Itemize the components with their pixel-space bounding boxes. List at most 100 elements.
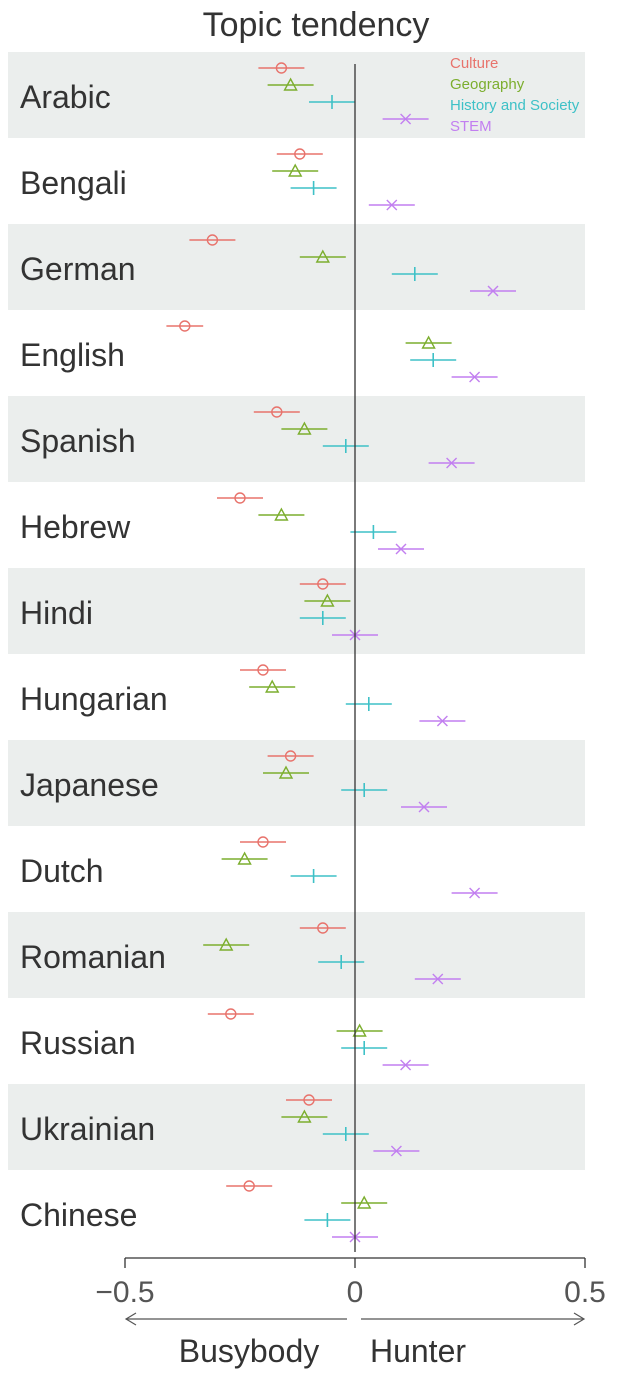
language-label-japanese: Japanese [20, 767, 159, 803]
point-geography-hebrew [258, 507, 305, 521]
language-label-english: English [20, 337, 125, 373]
marker-circle [179, 320, 191, 332]
marker-triangle [265, 679, 280, 693]
point-culture-hebrew [217, 492, 263, 504]
point-geography-hungarian [249, 679, 296, 693]
point-history-and-society-arabic [309, 95, 355, 109]
marker-circle [234, 492, 246, 504]
marker-circle [257, 664, 269, 676]
x-axis: −0.5 0 0.5 [95, 1257, 606, 1326]
point-geography-chinese [341, 1195, 388, 1209]
marker-x [432, 973, 444, 985]
legend-entry-stem: STEM [450, 118, 492, 135]
point-culture-dutch [240, 836, 286, 848]
marker-triangle [352, 1023, 367, 1037]
language-label-hindi: Hindi [20, 595, 93, 631]
marker-x [390, 1145, 402, 1157]
row-band-arabic [8, 52, 585, 138]
point-geography-german [299, 249, 346, 263]
point-stem-bengali [368, 199, 415, 211]
row-band-spanish [8, 396, 585, 482]
marker-triangle [283, 77, 298, 91]
point-history-and-society-japanese [341, 783, 388, 797]
marker-circle [317, 578, 329, 590]
marker-circle [257, 836, 269, 848]
legend-entry-history-and-society: History and Society [450, 97, 580, 114]
language-label-hebrew: Hebrew [20, 509, 131, 545]
point-geography-english [405, 335, 452, 349]
language-label-russian: Russian [20, 1025, 136, 1061]
data-marks [166, 62, 516, 1243]
point-stem-arabic [382, 113, 429, 125]
point-stem-dutch [451, 887, 498, 899]
row-band-hindi [8, 568, 585, 654]
marker-x [446, 457, 458, 469]
row-band-romanian [8, 912, 585, 998]
point-history-and-society-chinese [304, 1213, 351, 1227]
point-geography-spanish [281, 421, 328, 435]
point-geography-ukrainian [281, 1109, 328, 1123]
marker-triangle [278, 765, 294, 779]
language-labels: Arabic Bengali German English Spanish Hebrew H… [20, 79, 168, 1233]
x-tick-label: 0.5 [564, 1276, 606, 1309]
point-stem-spanish [428, 457, 475, 469]
marker-triangle [274, 507, 289, 521]
marker-triangle [297, 1109, 312, 1123]
marker-circle [303, 1094, 315, 1106]
point-history-and-society-hindi [299, 611, 346, 625]
marker-triangle [315, 249, 330, 263]
row-bands [8, 52, 585, 1170]
marker-circle [275, 62, 288, 74]
point-geography-russian [336, 1023, 383, 1037]
point-geography-arabic [267, 77, 314, 91]
point-culture-japanese [267, 750, 314, 762]
marker-x [469, 887, 481, 899]
marker-circle [284, 750, 297, 762]
marker-x [395, 543, 407, 555]
point-stem-english [451, 371, 498, 383]
point-culture-hungarian [240, 664, 286, 676]
marker-x [487, 285, 499, 297]
language-label-spanish: Spanish [20, 423, 136, 459]
point-history-and-society-english [410, 353, 457, 367]
marker-triangle [237, 851, 252, 865]
marker-triangle [421, 335, 436, 349]
point-culture-romanian [299, 922, 346, 934]
language-label-arabic: Arabic [20, 79, 111, 115]
point-history-and-society-spanish [322, 439, 369, 453]
point-history-and-society-dutch [290, 869, 337, 883]
point-history-and-society-russian [341, 1041, 388, 1055]
point-geography-japanese [263, 765, 309, 779]
marker-triangle [320, 593, 335, 607]
point-culture-bengali [276, 148, 323, 160]
x-tick-label: 0 [347, 1276, 364, 1309]
language-label-ukrainian: Ukrainian [20, 1111, 155, 1147]
marker-x [400, 113, 412, 125]
point-history-and-society-german [391, 267, 438, 281]
point-stem-japanese [401, 801, 447, 813]
point-culture-ukrainian [286, 1094, 332, 1106]
language-label-bengali: Bengali [20, 165, 127, 201]
point-geography-hindi [304, 593, 351, 607]
marker-triangle [219, 937, 234, 951]
marker-triangle [288, 163, 303, 177]
point-culture-english [166, 320, 204, 332]
point-culture-spanish [253, 406, 300, 418]
point-geography-bengali [272, 163, 319, 177]
point-culture-arabic [258, 62, 305, 74]
point-geography-dutch [221, 851, 268, 865]
right-arrow-icon [573, 1312, 586, 1326]
x-tick-label: −0.5 [95, 1276, 154, 1309]
x-label-hunter: Hunter [370, 1333, 466, 1369]
marker-x [400, 1059, 412, 1071]
language-label-hungarian: Hungarian [20, 681, 168, 717]
point-history-and-society-hebrew [350, 525, 397, 539]
marker-circle [206, 234, 219, 246]
marker-x [418, 801, 430, 813]
point-stem-ukrainian [373, 1145, 420, 1157]
marker-x [386, 199, 398, 211]
point-stem-romanian [414, 973, 461, 985]
point-history-and-society-romanian [318, 955, 365, 969]
left-arrow-icon [124, 1312, 137, 1326]
